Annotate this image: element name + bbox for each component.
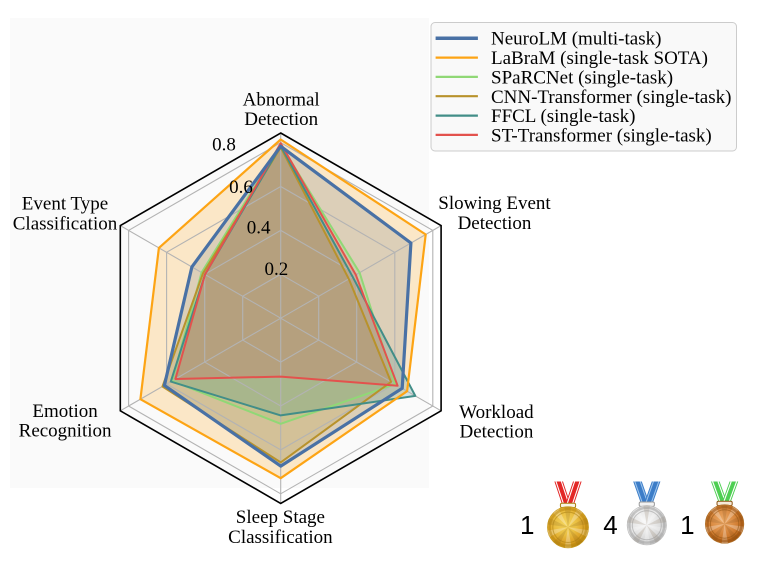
svg-text:Sleep Stage: Sleep Stage xyxy=(236,507,325,528)
svg-text:0.2: 0.2 xyxy=(265,259,289,280)
svg-text:LaBraM (single-task SOTA): LaBraM (single-task SOTA) xyxy=(491,48,708,69)
svg-text:Abnormal: Abnormal xyxy=(243,89,320,110)
svg-text:SPaRCNet (single-task): SPaRCNet (single-task) xyxy=(491,67,673,88)
svg-text:ST-Transformer (single-task): ST-Transformer (single-task) xyxy=(491,125,712,146)
svg-text:Classification: Classification xyxy=(228,527,333,548)
svg-text:NeuroLM (multi-task): NeuroLM (multi-task) xyxy=(491,29,661,50)
svg-text:0.4: 0.4 xyxy=(247,218,271,239)
svg-text:4: 4 xyxy=(603,510,617,540)
svg-text:Event Type: Event Type xyxy=(22,194,108,215)
svg-text:1: 1 xyxy=(680,510,694,540)
svg-text:Detection: Detection xyxy=(458,213,532,234)
svg-text:FFCL (single-task): FFCL (single-task) xyxy=(491,106,635,127)
svg-text:Recognition: Recognition xyxy=(19,421,112,442)
svg-text:Emotion: Emotion xyxy=(32,401,98,422)
svg-text:1: 1 xyxy=(520,510,534,540)
svg-text:Workload: Workload xyxy=(459,402,534,423)
svg-text:Detection: Detection xyxy=(244,109,318,130)
svg-text:CNN-Transformer (single-task): CNN-Transformer (single-task) xyxy=(491,87,731,108)
svg-text:Classification: Classification xyxy=(13,214,118,235)
svg-text:0.8: 0.8 xyxy=(212,135,236,156)
svg-text:Detection: Detection xyxy=(459,421,533,442)
svg-text:0.6: 0.6 xyxy=(229,177,253,198)
svg-text:Slowing Event: Slowing Event xyxy=(438,193,551,214)
